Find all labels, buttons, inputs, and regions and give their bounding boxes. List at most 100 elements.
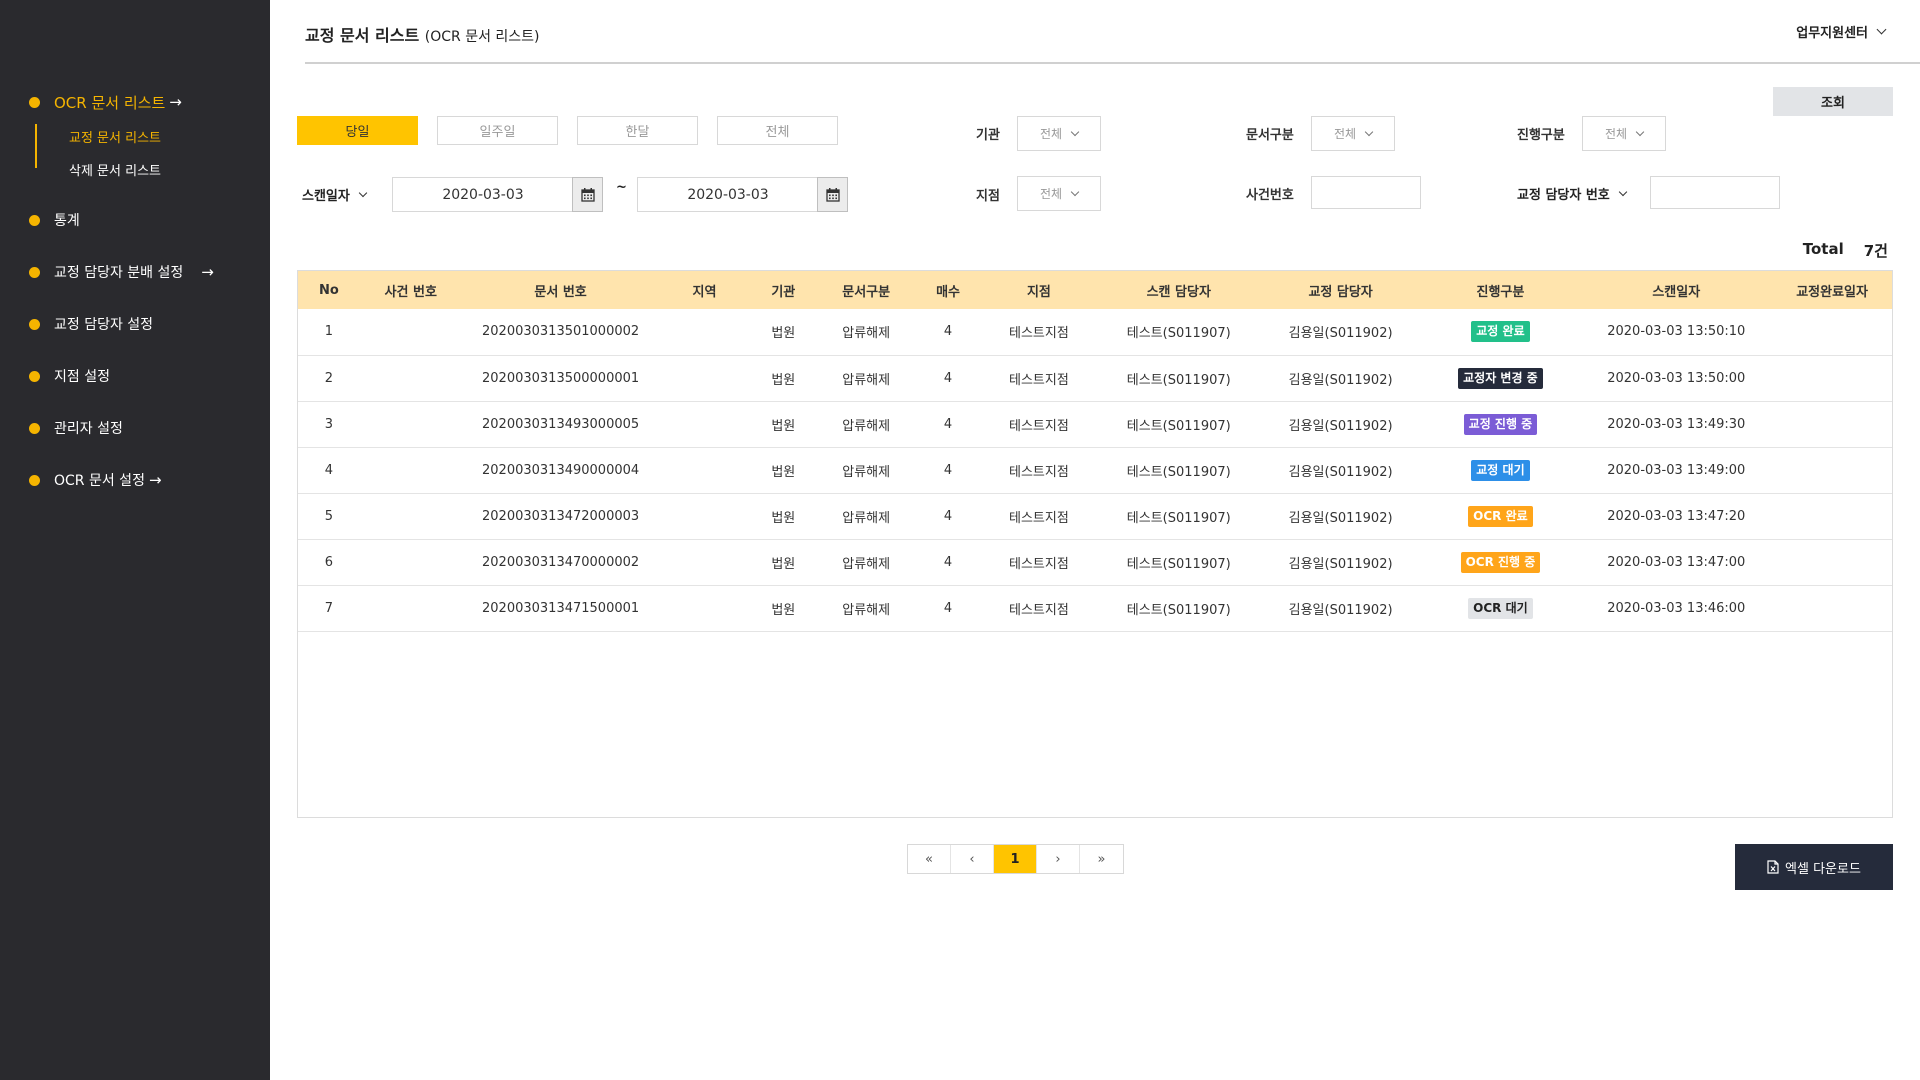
user-menu[interactable]: 업무지원센터	[1796, 22, 1887, 41]
status-badge: 교정자 변경 중	[1458, 367, 1543, 389]
sidebar-item-branch-settings[interactable]: 지점 설정	[29, 350, 269, 402]
bullet-icon	[29, 318, 40, 330]
document-table: No 사건 번호 문서 번호 지역 기관 문서구분 매수 지점 스캔 담당자 교…	[297, 270, 1893, 818]
excel-download-button[interactable]: 엑셀 다운로드	[1735, 844, 1893, 890]
excel-download-label: 엑셀 다운로드	[1785, 861, 1861, 877]
date-to-calendar-button[interactable]	[817, 177, 848, 212]
cell-case	[360, 493, 462, 539]
scan-date-dropdown[interactable]: 스캔일자	[302, 185, 368, 204]
sidebar-subitem-correction-list[interactable]: 교정 문서 리스트	[69, 131, 161, 146]
branch-select[interactable]: 전체	[1017, 176, 1101, 211]
period-today-button[interactable]: 당일	[297, 116, 418, 145]
cell-corrector: 김용일(S011902)	[1288, 464, 1393, 480]
cell-inst: 법원	[771, 418, 796, 434]
cell-scan-date: 2020-03-03 13:47:20	[1607, 508, 1746, 524]
institution-select[interactable]: 전체	[1017, 116, 1101, 151]
total-value: 7건	[1863, 242, 1888, 260]
search-button[interactable]: 조회	[1773, 87, 1893, 116]
period-week-button[interactable]: 일주일	[437, 116, 558, 145]
cell-corrector: 김용일(S011902)	[1288, 372, 1393, 388]
next-page-button[interactable]: ›	[1037, 845, 1080, 873]
doctype-select[interactable]: 전체	[1311, 116, 1395, 151]
cell-pages: 4	[943, 416, 953, 432]
cell-no: 2	[324, 370, 334, 386]
cell-done-date	[1772, 585, 1892, 631]
cell-region	[660, 447, 750, 493]
cell-inst: 법원	[771, 326, 796, 342]
institution-select-value: 전체	[1039, 127, 1063, 141]
chevron-down-icon	[358, 188, 368, 197]
period-all-button[interactable]: 전체	[717, 116, 838, 145]
cell-type: 압류해제	[842, 510, 891, 526]
cell-case	[360, 355, 462, 401]
cell-done-date	[1772, 309, 1892, 355]
cell-corrector: 김용일(S011902)	[1288, 418, 1393, 434]
arrow-right-icon: →	[169, 93, 182, 111]
sidebar-item-ocr-document-settings[interactable]: OCR 문서 설정 →	[29, 454, 269, 506]
sidebar-nav: OCR 문서 리스트 → 교정 문서 리스트 삭제 문서 리스트 통계 교정 담…	[29, 76, 269, 506]
bullet-icon	[29, 474, 40, 486]
corrector-number-dropdown[interactable]: 교정 담당자 번호	[1517, 184, 1628, 203]
table-row[interactable]: 6 2020030313470000002 법원 압류해제 4 테스트지점 테스트(S011…	[298, 539, 1892, 585]
cell-type: 압류해제	[842, 372, 891, 388]
last-page-button[interactable]: »	[1080, 845, 1123, 873]
calendar-icon	[825, 187, 840, 202]
date-from-input[interactable]	[392, 177, 574, 212]
cell-scanner: 테스트(S011907)	[1126, 510, 1231, 526]
date-from-calendar-button[interactable]	[572, 177, 603, 212]
bullet-icon	[29, 266, 40, 278]
chevron-down-icon	[1364, 127, 1374, 136]
sidebar-item-label: 교정 담당자 설정	[54, 317, 154, 333]
first-page-button[interactable]: «	[908, 845, 951, 873]
sidebar-item-ocr-document-list[interactable]: OCR 문서 리스트 →	[29, 76, 269, 128]
sidebar-item-admin-settings[interactable]: 관리자 설정	[29, 402, 269, 454]
date-to-input[interactable]	[637, 177, 819, 212]
cell-done-date	[1772, 447, 1892, 493]
sidebar-subitem-deleted-list[interactable]: 삭제 문서 리스트	[69, 164, 161, 179]
total-label: Total	[1802, 240, 1844, 258]
cell-branch: 테스트지점	[1008, 602, 1069, 618]
case-number-input[interactable]	[1311, 176, 1421, 209]
sidebar-item-corrector-settings[interactable]: 교정 담당자 설정	[29, 298, 269, 350]
sidebar-item-label: OCR 문서 리스트	[54, 93, 166, 112]
cell-pages: 4	[943, 600, 953, 616]
cell-type: 압류해제	[842, 464, 891, 480]
cell-doc: 2020030313471500001	[482, 600, 640, 616]
table-row[interactable]: 4 2020030313490000004 법원 압류해제 4 테스트지점 테스트(S011…	[298, 447, 1892, 493]
chevron-down-icon	[1070, 127, 1080, 136]
cell-inst: 법원	[771, 464, 796, 480]
bullet-icon	[29, 422, 40, 434]
column-header: 교정 담당자	[1308, 284, 1373, 300]
cell-corrector: 김용일(S011902)	[1288, 556, 1393, 572]
column-header: 사건 번호	[384, 284, 437, 300]
status-cell: 교정자 변경 중	[1421, 355, 1581, 401]
corrector-number-input[interactable]	[1650, 176, 1780, 209]
chevron-down-icon	[1635, 127, 1645, 136]
period-month-button[interactable]: 한달	[577, 116, 698, 145]
doctype-label: 문서구분	[1246, 128, 1294, 143]
branch-select-value: 전체	[1039, 187, 1063, 201]
column-header: 스캔일자	[1652, 284, 1701, 300]
cell-done-date	[1772, 401, 1892, 447]
status-cell: 교정 진행 중	[1421, 401, 1581, 447]
cell-doc: 2020030313472000003	[482, 508, 640, 524]
progress-select[interactable]: 전체	[1582, 116, 1666, 151]
column-header: 스캔 담당자	[1146, 284, 1211, 300]
table-row[interactable]: 3 2020030313493000005 법원 압류해제 4 테스트지점 테스트(S011…	[298, 401, 1892, 447]
cell-type: 압류해제	[842, 326, 891, 342]
cell-pages: 4	[943, 324, 953, 340]
cell-doc: 2020030313490000004	[482, 462, 640, 478]
total-count: Total 7건	[1803, 240, 1888, 261]
sidebar-item-statistics[interactable]: 통계	[29, 194, 269, 246]
sidebar-item-corrector-distribution[interactable]: 교정 담당자 분배 설정 →	[29, 246, 269, 298]
table-row[interactable]: 1 2020030313501000002 법원 압류해제 4 테스트지점 테스트(S011…	[298, 309, 1892, 355]
sidebar-item-label: 관리자 설정	[54, 421, 123, 437]
page-button[interactable]: 1	[994, 845, 1037, 873]
doctype-select-value: 전체	[1333, 127, 1357, 141]
table-row[interactable]: 7 2020030313471500001 법원 압류해제 4 테스트지점 테스트(S011…	[298, 585, 1892, 631]
table-row[interactable]: 5 2020030313472000003 법원 압류해제 4 테스트지점 테스트(S011…	[298, 493, 1892, 539]
cell-scanner: 테스트(S011907)	[1126, 326, 1231, 342]
prev-page-button[interactable]: ‹	[951, 845, 994, 873]
cell-no: 3	[324, 416, 334, 432]
table-row[interactable]: 2 2020030313500000001 법원 압류해제 4 테스트지점 테스트(S011…	[298, 355, 1892, 401]
